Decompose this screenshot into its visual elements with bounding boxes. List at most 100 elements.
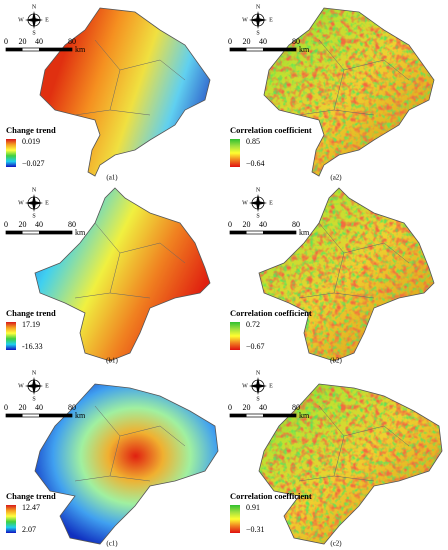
panel-label: (c1) [106, 540, 118, 548]
scale-unit: km [299, 228, 310, 237]
legend-ramp [6, 322, 16, 350]
compass-letter: N [256, 187, 261, 193]
compass-letter: N [32, 4, 37, 10]
panel-label: (c2) [330, 540, 342, 548]
scale-bar-fill [263, 48, 296, 51]
scale-unit: km [75, 228, 86, 237]
scale-label: 80 [68, 37, 76, 46]
compass-letter: E [45, 17, 49, 23]
map-outline [263, 7, 435, 177]
legend-title: Correlation coefficient [230, 308, 312, 318]
scale-bar-fill [230, 48, 247, 51]
map-region [35, 384, 218, 544]
scale-label: 80 [292, 220, 300, 229]
compass-star [25, 194, 43, 212]
scale-label: 0 [4, 220, 8, 229]
scale-bar-fill [6, 414, 23, 417]
district-borders [74, 39, 186, 116]
compass-letter: E [269, 383, 273, 389]
legend-max: 0.019 [22, 137, 40, 146]
legend-min: −0.67 [246, 342, 265, 351]
scale-label: 20 [19, 37, 27, 46]
legend-title: Change trend [6, 308, 56, 318]
legend-ramp [6, 139, 16, 167]
panel-label: (a1) [106, 174, 118, 182]
scale-label: 40 [259, 220, 267, 229]
texture [259, 384, 442, 544]
compass-letter: S [256, 213, 259, 219]
compass-letter: S [32, 396, 35, 402]
scale-label: 0 [228, 37, 232, 46]
compass-letter: N [32, 370, 37, 376]
scale-label: 80 [292, 403, 300, 412]
scale-label: 20 [243, 403, 251, 412]
panel-label: (b1) [106, 357, 118, 365]
scale-unit: km [75, 45, 86, 54]
legend-title: Correlation coefficient [230, 125, 312, 135]
district-borders [298, 405, 410, 482]
compass-letter: E [45, 383, 49, 389]
scale-bar-fill [39, 231, 72, 234]
compass-letter: S [256, 396, 259, 402]
scale-label: 20 [19, 403, 27, 412]
legend-min: -16.33 [22, 342, 43, 351]
scale-bar-fill [230, 231, 247, 234]
scale-label: 0 [228, 220, 232, 229]
map-outline [39, 7, 211, 177]
compass-letter: W [18, 200, 24, 206]
scale-bar-fill [6, 231, 23, 234]
map-outline [34, 383, 219, 545]
scale-label: 40 [35, 220, 43, 229]
compass-letter: W [242, 17, 248, 23]
district-borders [298, 39, 410, 116]
legend-min: 2.07 [22, 525, 36, 534]
compass-letter: N [256, 4, 261, 10]
legend-title: Change trend [6, 125, 56, 135]
texture [264, 8, 434, 176]
legend-ramp [6, 505, 16, 533]
compass-letter: W [242, 200, 248, 206]
compass-star [249, 11, 267, 29]
scale-unit: km [75, 411, 86, 420]
compass-letter: E [269, 17, 273, 23]
map-region [35, 188, 210, 361]
scale-label: 40 [259, 403, 267, 412]
panel-label: (b2) [330, 357, 342, 365]
legend-title: Change trend [6, 491, 56, 501]
scale-unit: km [299, 45, 310, 54]
map-outline [34, 187, 211, 362]
legend-min: −0.027 [22, 159, 45, 168]
compass-letter: S [256, 30, 259, 36]
district-borders [298, 222, 410, 299]
scale-label: 80 [68, 220, 76, 229]
legend-max: 12.47 [22, 503, 40, 512]
legend-min: −0.64 [246, 159, 265, 168]
map-outline [258, 383, 443, 545]
legend-min: −0.31 [246, 525, 265, 534]
compass-letter: W [18, 383, 24, 389]
scale-label: 0 [228, 403, 232, 412]
scale-bar-fill [263, 414, 296, 417]
scale-label: 20 [243, 220, 251, 229]
panel-label: (a2) [330, 174, 342, 182]
legend-ramp [230, 322, 240, 350]
compass-star [249, 194, 267, 212]
compass-letter: E [269, 200, 273, 206]
legend-max: 17.19 [22, 320, 40, 329]
scale-label: 80 [292, 37, 300, 46]
legend-max: 0.85 [246, 137, 260, 146]
compass-letter: N [256, 370, 261, 376]
scale-label: 40 [259, 37, 267, 46]
compass-letter: W [242, 383, 248, 389]
compass-letter: N [32, 187, 37, 193]
scale-label: 80 [68, 403, 76, 412]
scale-bar-fill [263, 231, 296, 234]
scale-bar-fill [230, 414, 247, 417]
compass-star [249, 377, 267, 395]
legend-ramp [230, 139, 240, 167]
